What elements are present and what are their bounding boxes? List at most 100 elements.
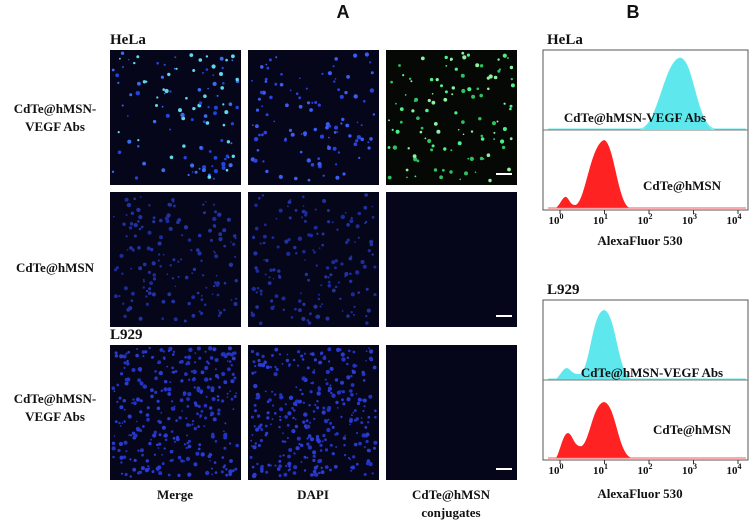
cell-dot <box>317 157 321 161</box>
cell-dot <box>292 358 296 362</box>
cell-dot <box>449 170 453 174</box>
cell-dot <box>185 456 191 461</box>
cell-dot <box>351 414 353 416</box>
cell-dot <box>194 170 198 174</box>
cell-dot <box>269 268 273 272</box>
cell-dot <box>157 465 162 470</box>
cell-dot <box>501 145 506 150</box>
cell-dot <box>197 88 202 92</box>
cell-dot <box>284 403 287 406</box>
cell-dot <box>197 251 202 256</box>
cell-dot <box>310 352 315 356</box>
cell-dot <box>171 299 176 304</box>
cell-dot <box>420 126 424 130</box>
cell-dot <box>350 383 355 387</box>
cell-dot <box>193 377 196 380</box>
cell-dot <box>216 293 220 297</box>
cell-dot <box>262 160 265 163</box>
cell-dot <box>118 396 122 400</box>
cell-dot <box>259 289 263 293</box>
cell-dot <box>133 401 137 406</box>
cell-dot <box>371 253 374 256</box>
cell-dot <box>327 145 330 148</box>
cell-dot <box>352 455 356 459</box>
tick-base: 10 <box>682 465 694 477</box>
cell-dot <box>133 223 138 228</box>
cell-dot <box>163 63 166 66</box>
cell-dot <box>454 111 458 115</box>
cell-dot <box>259 90 264 95</box>
cell-dot <box>271 390 274 393</box>
cell-dot <box>369 239 374 244</box>
cell-dot <box>325 369 330 375</box>
cell-dot <box>308 404 311 407</box>
tick-base: 10 <box>593 215 605 227</box>
cell-dot <box>360 137 365 142</box>
cell-dot <box>138 316 143 321</box>
cell-dot <box>287 411 292 416</box>
cell-dot <box>223 308 226 312</box>
cell-dot <box>293 465 298 470</box>
cell-dot <box>255 305 259 309</box>
cell-dot <box>286 353 289 356</box>
cell-dot <box>307 233 311 237</box>
tick-base: 10 <box>593 465 605 477</box>
cell-dot <box>299 150 303 154</box>
cell-dot <box>169 90 172 93</box>
cell-dot <box>133 433 138 438</box>
cell-dot <box>249 455 253 459</box>
cell-dot <box>429 77 434 82</box>
cell-dot <box>299 77 301 79</box>
cell-dot <box>135 353 139 358</box>
cell-dot <box>233 351 237 355</box>
cell-dot <box>220 470 224 474</box>
cell-dot <box>280 73 283 76</box>
cell-dot <box>125 450 128 453</box>
row-label: VEGF Abs <box>25 409 85 424</box>
cell-dot <box>260 428 264 432</box>
tick-label: 104 <box>727 462 742 477</box>
cell-dot <box>313 358 317 362</box>
cell-dot <box>316 314 321 319</box>
cell-dot <box>274 365 277 369</box>
cell-dot <box>265 169 269 174</box>
cell-dot <box>255 108 260 112</box>
cell-dot <box>281 440 285 443</box>
cell-dot <box>413 157 418 162</box>
cell-dot <box>142 425 145 428</box>
cell-dot <box>268 398 272 402</box>
cell-dot <box>317 161 322 167</box>
cell-dot <box>217 309 220 312</box>
cell-dot <box>148 204 151 207</box>
cell-dot <box>321 232 325 236</box>
cell-dot <box>312 450 317 455</box>
cell-dot <box>364 193 368 197</box>
cell-dot <box>324 465 329 469</box>
cell-dot <box>405 168 409 172</box>
cell-dot <box>221 66 224 70</box>
cell-dot <box>197 233 202 238</box>
cell-dot <box>364 220 368 224</box>
cell-dot <box>255 427 260 432</box>
cell-dot <box>234 303 237 305</box>
cell-dot <box>279 455 282 458</box>
cell-dot <box>433 168 438 172</box>
cell-dot <box>287 461 292 466</box>
cell-dot <box>319 134 325 139</box>
cell-dot <box>299 388 302 392</box>
cell-dot <box>476 87 480 91</box>
cell-dot <box>464 171 468 176</box>
cell-dot <box>266 411 270 415</box>
cell-dot <box>187 472 192 477</box>
cell-dot <box>251 286 256 292</box>
cell-dot <box>168 226 173 231</box>
cell-dot <box>192 69 196 72</box>
cell-dot <box>137 367 143 372</box>
cell-dot <box>354 409 357 412</box>
cell-dot <box>127 350 130 354</box>
cell-dot <box>137 139 140 142</box>
cell-dot <box>210 467 213 470</box>
cell-dot <box>419 130 423 134</box>
cell-dot <box>220 139 224 142</box>
cell-dot <box>368 356 373 361</box>
